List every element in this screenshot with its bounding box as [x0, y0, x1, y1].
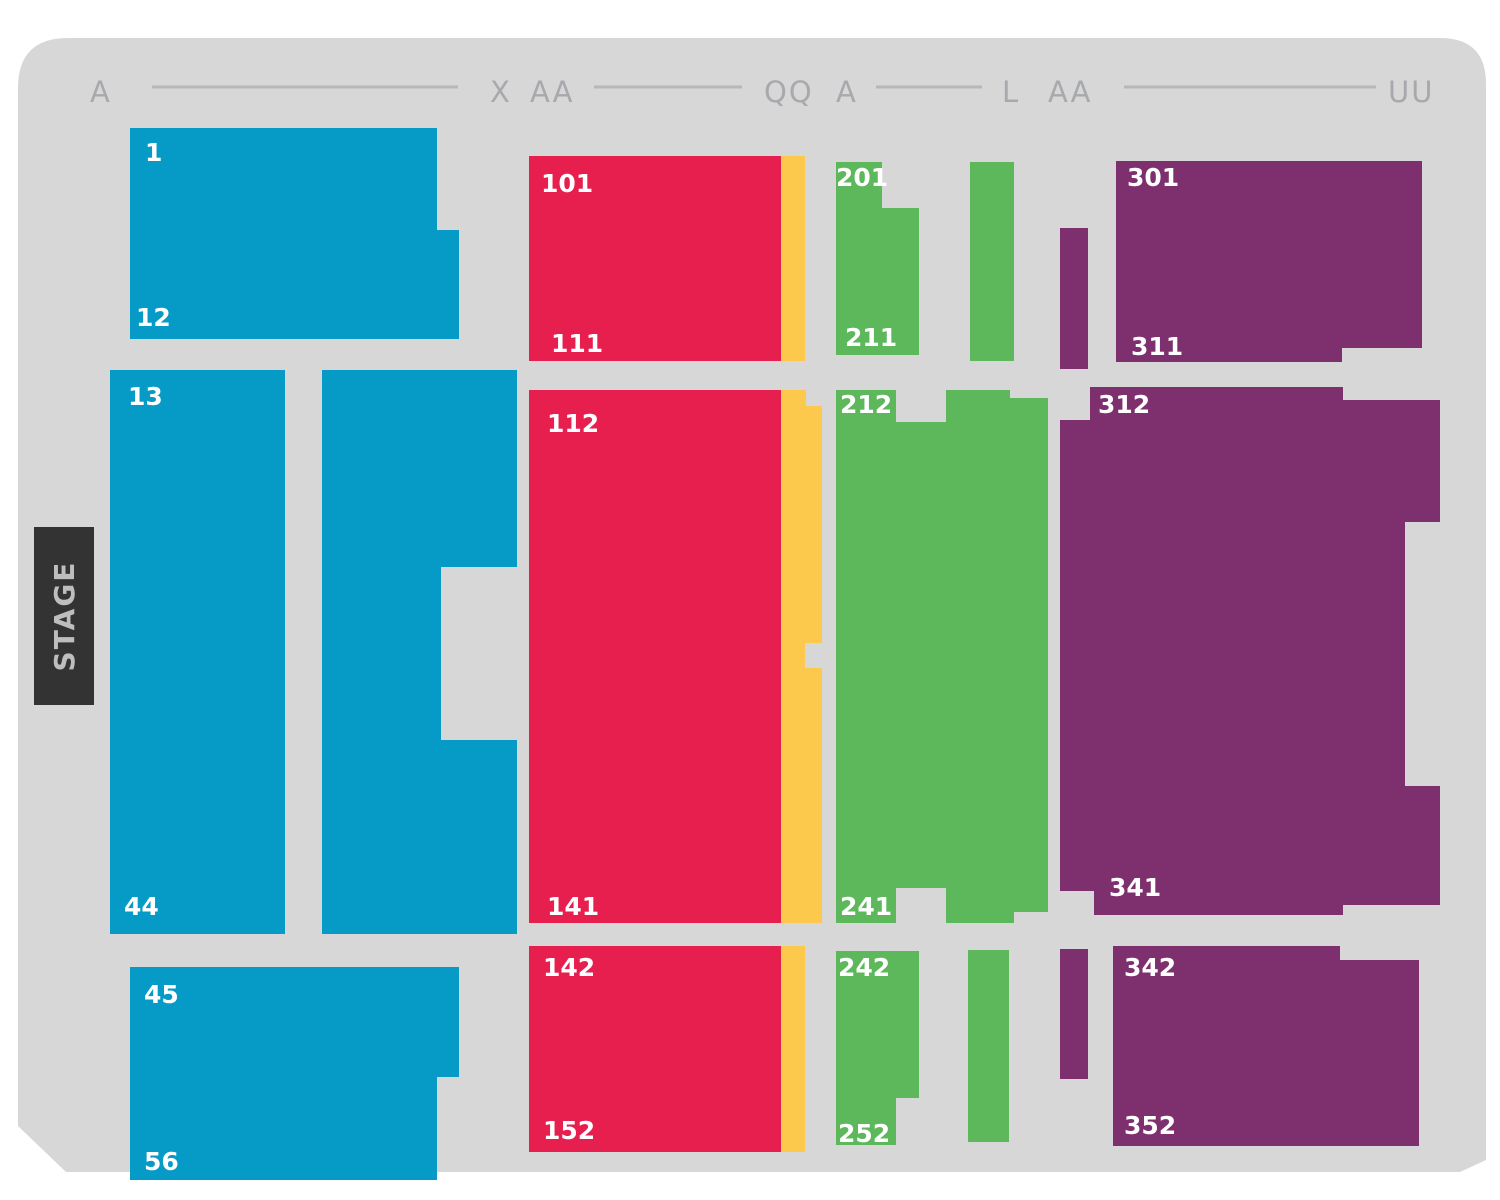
seat-number-56: 56: [144, 1147, 179, 1176]
seat-number-13: 13: [128, 382, 163, 411]
row-label-green-start: A: [836, 75, 858, 109]
seat-number-242: 242: [838, 953, 890, 982]
section-green-top-strip[interactable]: [970, 162, 1014, 361]
row-label-blue-end: X: [490, 75, 512, 109]
seat-number-311: 311: [1131, 332, 1183, 361]
yellow-aisle-strips: [781, 156, 822, 1152]
seat-number-341: 341: [1109, 873, 1161, 902]
section-purple-middle[interactable]: [1060, 387, 1440, 915]
seat-number-101: 101: [541, 169, 593, 198]
section-purple-bottom-strip[interactable]: [1060, 949, 1088, 1079]
row-label-purple-end: UU: [1388, 75, 1434, 109]
section-red-top[interactable]: [529, 156, 781, 361]
seat-number-44: 44: [124, 892, 159, 921]
seat-number-45: 45: [144, 980, 179, 1009]
section-green-middle[interactable]: [836, 390, 1048, 923]
seat-number-201: 201: [836, 163, 888, 192]
purple-sections: 301 311 312 341 342 352: [1060, 161, 1440, 1146]
section-red-bottom[interactable]: [529, 946, 781, 1152]
row-label-blue-start: A: [90, 75, 112, 109]
section-purple-top[interactable]: [1116, 161, 1422, 362]
seat-number-212: 212: [840, 390, 892, 419]
section-green-top[interactable]: [836, 162, 919, 355]
seat-number-301: 301: [1127, 163, 1179, 192]
seat-number-12: 12: [136, 303, 171, 332]
seat-number-112: 112: [547, 409, 599, 438]
red-sections: 101 111 112 141 142 152: [529, 156, 781, 1152]
section-blue-bottom[interactable]: [130, 967, 459, 1180]
stage: STAGE: [34, 527, 94, 705]
seat-number-111: 111: [551, 329, 603, 358]
row-header: A X AA QQ A L AA UU: [90, 75, 1434, 109]
row-label-purple-start: AA: [1048, 75, 1092, 109]
seat-number-342: 342: [1124, 953, 1176, 982]
section-blue-top[interactable]: [130, 128, 459, 339]
row-label-green-end: L: [1002, 75, 1020, 109]
section-purple-top-strip[interactable]: [1060, 228, 1088, 369]
section-green-bottom[interactable]: [836, 951, 919, 1145]
seat-number-1: 1: [145, 138, 162, 167]
green-sections: 201 211 212 241 242 252: [836, 162, 1048, 1148]
seat-number-252: 252: [838, 1119, 890, 1148]
section-blue-middle-left[interactable]: [110, 370, 285, 934]
seat-number-141: 141: [547, 892, 599, 921]
stage-label: STAGE: [48, 561, 81, 672]
seat-number-152: 152: [543, 1116, 595, 1145]
section-green-bottom-strip[interactable]: [968, 950, 1009, 1142]
row-label-red-end: QQ: [764, 75, 814, 109]
seat-number-312: 312: [1098, 390, 1150, 419]
section-red-middle[interactable]: [529, 390, 781, 923]
seat-number-211: 211: [845, 323, 897, 352]
stage-block: [34, 527, 94, 705]
aisle-strip-bottom[interactable]: [781, 946, 805, 1152]
aisle-strip-top[interactable]: [781, 156, 805, 361]
row-label-red-start: AA: [530, 75, 574, 109]
seat-number-352: 352: [1124, 1111, 1176, 1140]
section-purple-bottom[interactable]: [1113, 946, 1419, 1146]
seat-number-142: 142: [543, 953, 595, 982]
aisle-strip-middle[interactable]: [781, 390, 822, 923]
section-blue-middle-right[interactable]: [322, 370, 517, 934]
blue-sections: 1 12 13 44 45 56: [110, 128, 517, 1180]
seat-number-241: 241: [840, 892, 892, 921]
